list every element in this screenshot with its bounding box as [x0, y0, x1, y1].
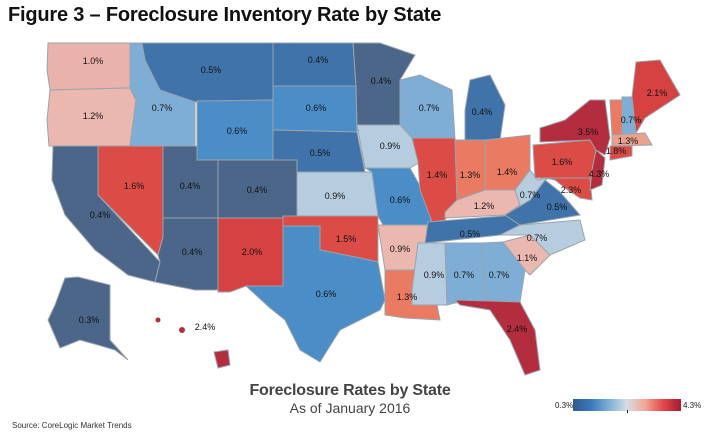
- label-hi: 2.4%: [195, 322, 216, 332]
- label-wy: 0.6%: [227, 126, 248, 136]
- label-va: 0.5%: [547, 202, 568, 212]
- state-hi[interactable]: [213, 349, 231, 369]
- label-oh: 1.4%: [497, 167, 518, 177]
- label-nv: 1.6%: [124, 181, 145, 191]
- map-subtitle: Foreclosure Rates by State: [249, 382, 451, 399]
- label-al: 0.7%: [454, 270, 475, 280]
- label-ma: 1.3%: [618, 136, 639, 146]
- label-nh: 0.7%: [621, 115, 642, 125]
- legend-min-label: 0.3%: [555, 401, 574, 410]
- label-md: 2.3%: [561, 185, 582, 195]
- label-az: 0.4%: [182, 247, 203, 257]
- state-md[interactable]: [544, 177, 593, 201]
- label-co: 0.4%: [247, 185, 268, 195]
- label-mt: 0.5%: [201, 65, 222, 75]
- state-nj[interactable]: [589, 149, 606, 191]
- state-ms[interactable]: [411, 242, 448, 306]
- label-ks: 0.9%: [325, 191, 346, 201]
- legend-gradient-bar: [573, 399, 681, 411]
- label-ky: 1.2%: [474, 201, 495, 211]
- label-or: 1.2%: [83, 111, 104, 121]
- label-ar: 0.9%: [390, 244, 411, 254]
- state-ga[interactable]: [479, 241, 526, 303]
- label-ga: 0.7%: [489, 270, 510, 280]
- state-ma[interactable]: [611, 132, 653, 147]
- state-ny[interactable]: [539, 99, 611, 156]
- label-mi: 0.4%: [472, 107, 493, 117]
- state-sc[interactable]: [502, 234, 551, 276]
- state-ak[interactable]: [47, 276, 129, 361]
- label-ne: 0.5%: [310, 148, 331, 158]
- state-fl[interactable]: [453, 299, 541, 376]
- label-nj: 4.3%: [589, 169, 610, 179]
- label-nc: 0.7%: [527, 233, 548, 243]
- state-wa[interactable]: [46, 42, 131, 91]
- label-fl: 2.4%: [507, 324, 528, 334]
- label-ok: 1.5%: [336, 234, 357, 244]
- map-date: As of January 2016: [289, 400, 411, 416]
- label-tx: 0.6%: [316, 289, 337, 299]
- state-wv[interactable]: [504, 169, 556, 216]
- label-ny: 3.5%: [578, 127, 599, 137]
- color-legend: 0.3% 4.3%: [555, 399, 705, 413]
- state-tx[interactable]: [244, 225, 386, 363]
- label-nm: 2.0%: [242, 247, 263, 257]
- state-hi-island: [179, 327, 185, 333]
- label-ia: 0.9%: [380, 141, 401, 151]
- label-wi: 0.7%: [419, 103, 440, 113]
- label-tn: 0.5%: [460, 229, 481, 239]
- label-nd: 0.4%: [308, 55, 329, 65]
- figure-title: Figure 3 – Foreclosure Inventory Rate by…: [8, 4, 442, 26]
- label-wv: 0.7%: [520, 190, 541, 200]
- legend-midpoint-tick: [627, 410, 628, 413]
- label-ak: 0.3%: [79, 315, 100, 325]
- label-mn: 0.4%: [371, 76, 392, 86]
- label-la: 1.3%: [397, 292, 418, 302]
- state-hi-island: [155, 317, 161, 323]
- label-pa: 1.6%: [552, 157, 573, 167]
- label-ct: 1.8%: [606, 146, 627, 156]
- label-ca: 0.4%: [90, 210, 111, 220]
- label-ut: 0.4%: [180, 181, 201, 191]
- label-sc: 1.1%: [517, 253, 538, 263]
- label-mo: 0.6%: [390, 195, 411, 205]
- label-me: 2.1%: [647, 88, 668, 98]
- label-in: 1.3%: [460, 170, 481, 180]
- label-il: 1.4%: [427, 170, 448, 180]
- state-ct[interactable]: [609, 145, 633, 161]
- state-me[interactable]: [631, 59, 681, 135]
- label-wa: 1.0%: [83, 56, 104, 66]
- label-id: 0.7%: [152, 103, 173, 113]
- source-note: Source: CoreLogic Market Trends: [12, 421, 132, 430]
- label-ms: 0.9%: [424, 270, 445, 280]
- legend-max-label: 4.3%: [683, 401, 702, 410]
- label-sd: 0.6%: [306, 103, 327, 113]
